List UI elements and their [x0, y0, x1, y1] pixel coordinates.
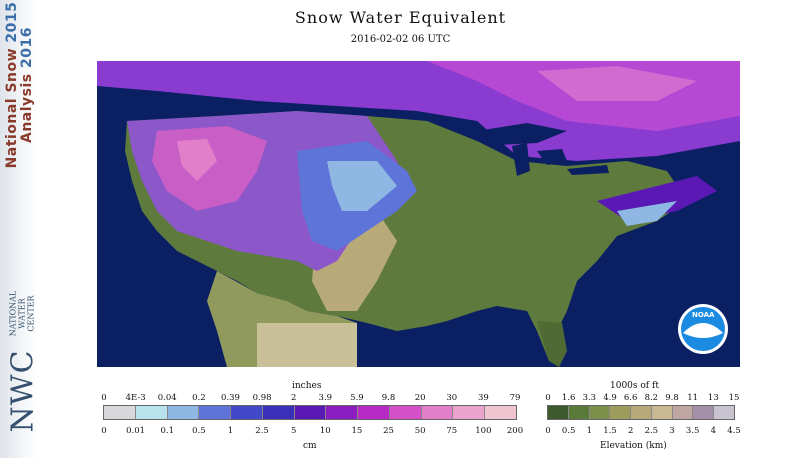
elev-km-tick: 1 [586, 426, 593, 436]
swe-cm-tick: 0.01 [126, 426, 146, 436]
swe-cm-tick: 10 [319, 426, 331, 436]
swe-cm-tick: 0.1 [160, 426, 174, 436]
elev-swatch [589, 406, 611, 419]
elev-swatch [672, 406, 694, 419]
swe-swatch [485, 406, 516, 419]
swe-unit-inches: inches [292, 381, 322, 391]
elev-km-tick: 4.5 [727, 426, 741, 436]
elev-swatch [651, 406, 673, 419]
swe-colorbar [103, 405, 517, 420]
elev-unit-km: Elevation (km) [600, 441, 667, 451]
elev-ft-tick: 4.9 [603, 393, 617, 403]
swe-inch-tick: 4E-3 [125, 393, 146, 403]
elev-ft-tick: 6.6 [623, 393, 638, 403]
swe-inch-tick: 3.9 [318, 393, 333, 403]
map-title: Snow Water Equivalent [294, 8, 507, 27]
swe-inch-tick: 5.9 [350, 393, 364, 403]
elev-ft-tick: 11 [687, 393, 699, 403]
elev-ft-tick: 1.6 [561, 393, 576, 403]
swe-inch-tick: 0 [101, 393, 107, 403]
swe-inch-tick: 39 [477, 393, 489, 403]
elev-swatch [714, 406, 735, 419]
elev-km-tick: 3.5 [685, 426, 700, 436]
swe-swatch [199, 406, 232, 419]
swe-inch-tick: 0.39 [220, 393, 240, 403]
swe-swatch [167, 406, 200, 419]
elev-swatch [548, 406, 569, 419]
swe-inch-tick: 0.98 [252, 393, 272, 403]
elev-swatch [568, 406, 590, 419]
swe-cm-tick: 100 [475, 426, 492, 436]
elev-km-tick: 2.5 [644, 426, 659, 436]
elev-swatch [631, 406, 652, 419]
elev-ft-tick: 9.8 [665, 393, 679, 403]
elev-ft-tick: 8.2 [644, 393, 659, 403]
elev-km-tick: 0 [545, 426, 551, 436]
sidebar-title-line2: Analysis [19, 73, 35, 143]
swe-inch-tick: 20 [414, 393, 426, 403]
swe-cm-tick: 1 [227, 426, 234, 436]
noaa-logo-text: NOAA [692, 311, 715, 319]
elev-km-tick: 4 [710, 426, 717, 436]
elev-ft-tick: 0 [545, 393, 551, 403]
snow-map-image [97, 61, 740, 367]
swe-cm-tick: 25 [383, 426, 394, 436]
swe-cm-tick: 5 [290, 426, 297, 436]
noaa-logo-icon [678, 304, 728, 354]
elev-unit-ft: 1000s of ft [610, 381, 659, 391]
swe-inch-tick: 30 [446, 393, 458, 403]
swe-swatch [358, 406, 390, 419]
elev-km-tick: 2 [627, 426, 634, 436]
elev-ft-tick: 13 [707, 393, 719, 403]
swe-cm-tick: 75 [446, 426, 458, 436]
elev-ft-tick: 15 [728, 393, 740, 403]
swe-swatch [135, 406, 168, 419]
swe-cm-tick: 0.5 [192, 426, 206, 436]
swe-swatch [231, 406, 263, 419]
swe-inch-tick: 2 [290, 393, 297, 403]
swe-inch-tick: 79 [509, 393, 521, 403]
swe-cm-tick: 2.5 [255, 426, 269, 436]
swe-swatch [389, 406, 422, 419]
elev-swatch [693, 406, 715, 419]
swe-swatch [104, 406, 136, 419]
elev-km-tick: 0.5 [561, 426, 576, 436]
elev-ft-tick: 3.3 [582, 393, 597, 403]
swe-swatch [262, 406, 295, 419]
swe-swatch [326, 406, 359, 419]
elev-km-tick: 1.5 [603, 426, 617, 436]
swe-swatch [453, 406, 486, 419]
elev-swatch [610, 406, 632, 419]
snow-map: NOAA [97, 61, 740, 367]
swe-cm-tick: 0 [101, 426, 107, 436]
sidebar-banner: National Snow 2015 Analysis 2016 NATIONA… [0, 0, 41, 458]
elev-colorbar [547, 405, 735, 420]
swe-unit-cm: cm [303, 441, 317, 451]
swe-cm-tick: 15 [351, 426, 363, 436]
nwc-logo: NATIONAL WATER CENTER NWC [0, 270, 41, 458]
swe-inch-tick: 0.04 [157, 393, 177, 403]
swe-cm-tick: 50 [414, 426, 426, 436]
swe-inch-tick: 0.2 [192, 393, 206, 403]
swe-swatch [294, 406, 327, 419]
elev-km-tick: 3 [669, 426, 675, 436]
swe-cm-tick: 200 [506, 426, 524, 436]
map-datetime: 2016-02-02 06 UTC [350, 34, 451, 45]
nwc-logo-letters: NWC [5, 349, 41, 433]
swe-swatch [421, 406, 454, 419]
sidebar-title-line1: National Snow [4, 47, 20, 169]
swe-inch-tick: 9.8 [381, 393, 396, 403]
